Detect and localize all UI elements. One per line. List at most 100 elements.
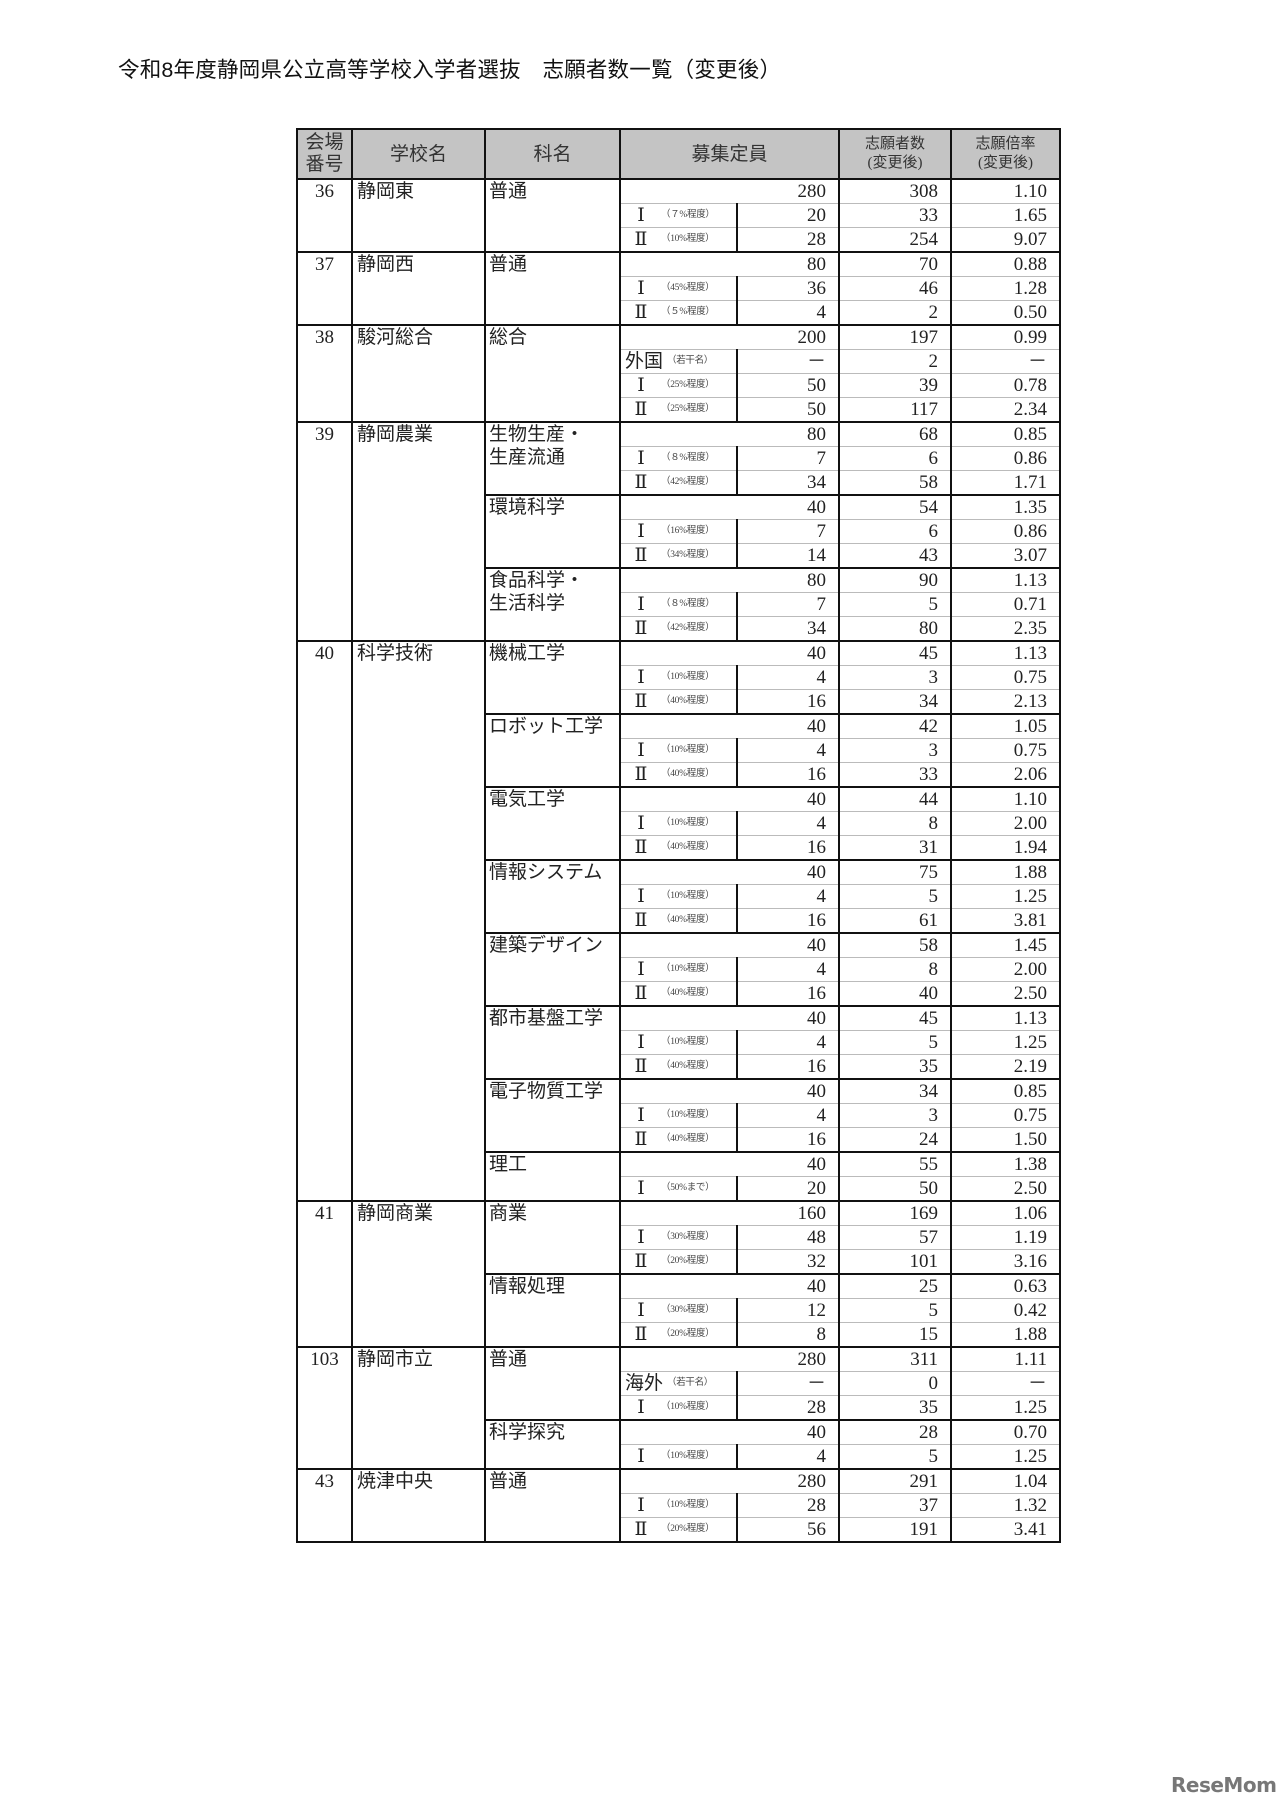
ratio-value: 3.07: [950, 543, 1061, 568]
selection-note: （45%程度）: [661, 283, 715, 293]
table-row: 理工 40 55 1.38: [297, 1151, 1061, 1201]
selection-label: Ⅱ: [634, 1129, 648, 1150]
table-row: 40 科学技術 機械工学 40 45 1.13: [296, 640, 1061, 1201]
selection-label: Ⅰ: [637, 740, 645, 761]
selection-type: Ⅱ （40%程度）: [619, 981, 738, 1006]
applicants-value: 8: [838, 811, 952, 836]
applicants-value: 35: [838, 1395, 952, 1420]
selection-type: 外国 （若干名）: [619, 349, 738, 374]
selection-label: Ⅰ: [637, 278, 645, 299]
table-row-sub: Ⅰ （10%程度） 4 5 1.25: [297, 1444, 1061, 1469]
selection-label: Ⅰ: [637, 1495, 645, 1516]
ratio-value: 2.50: [950, 1176, 1061, 1201]
selection-label: Ⅱ: [634, 691, 648, 712]
department-name: 普通: [484, 1346, 621, 1420]
table-row-sub: Ⅱ （10%程度） 28 254 9.07: [297, 227, 1061, 252]
ratio-value: 2.13: [950, 689, 1061, 714]
venue-number: 40: [296, 640, 353, 1201]
ratio-value: 1.94: [950, 835, 1061, 860]
selection-note: （若干名）: [667, 1378, 714, 1388]
ratio-value: 1.50: [950, 1127, 1061, 1152]
applicants-value: 57: [838, 1225, 952, 1250]
selection-label: Ⅰ: [637, 1397, 645, 1418]
quota-total: 40: [619, 932, 840, 958]
department-name-line: 普通: [489, 254, 528, 275]
quota-total: 160: [619, 1200, 840, 1226]
applicants-value: 0: [838, 1371, 952, 1396]
applicants-value: 6: [838, 519, 952, 544]
table-row-sub: Ⅱ （40%程度） 16 24 1.50: [297, 1127, 1061, 1152]
department-name: ロボット工学: [484, 713, 621, 787]
selection-label: Ⅰ: [637, 521, 645, 542]
selection-note: （30%程度）: [661, 1305, 715, 1315]
school-name: 静岡東: [351, 178, 486, 252]
selection-label: Ⅰ: [637, 1105, 645, 1126]
selection-type: Ⅱ （５%程度）: [619, 300, 738, 325]
selection-type: Ⅱ （40%程度）: [619, 1054, 738, 1079]
selection-note: （８%程度）: [661, 599, 715, 609]
department-name: 普通: [484, 251, 621, 325]
selection-note: （50%まで）: [661, 1183, 715, 1193]
selection-type: Ⅱ （40%程度）: [619, 1127, 738, 1152]
ratio-value: 3.16: [950, 1249, 1061, 1274]
table-row-sub: Ⅰ （45%程度） 36 46 1.28: [297, 276, 1061, 301]
applicants-value: 33: [838, 203, 952, 228]
applicants-total: 68: [838, 421, 952, 447]
table-row-sub: Ⅰ （８%程度） 7 6 0.86: [297, 446, 1061, 471]
ratio-total: 0.88: [950, 251, 1061, 277]
selection-note: （40%程度）: [661, 915, 715, 925]
selection-note: （40%程度）: [661, 696, 715, 706]
quota-value: 50: [736, 373, 840, 398]
ratio-value: －: [950, 1371, 1061, 1396]
selection-note: （20%程度）: [661, 1524, 715, 1534]
quota-value: 7: [736, 446, 840, 471]
department-name-line: 電気工学: [489, 789, 566, 810]
table-row-sub: Ⅱ （20%程度） 56 191 3.41: [297, 1517, 1061, 1542]
quota-value: 28: [736, 1493, 840, 1518]
selection-label: Ⅰ: [637, 594, 645, 615]
quota-value: 4: [736, 1030, 840, 1055]
applicants-total: 58: [838, 932, 952, 958]
quota-value: 4: [736, 665, 840, 690]
selection-note: （７%程度）: [661, 210, 715, 220]
table-row-sub: Ⅰ （８%程度） 7 5 0.71: [297, 592, 1061, 617]
department-name: 商業: [484, 1200, 621, 1274]
header-dept: 科名: [484, 129, 621, 180]
header-quota: 募集定員: [619, 129, 840, 180]
applicants-value: 58: [838, 470, 952, 495]
table-row: 103 静岡市立 普通 280 311 1.11: [296, 1346, 1061, 1469]
ratio-value: 3.81: [950, 908, 1061, 933]
quota-total: 40: [619, 1151, 840, 1177]
selection-type: Ⅱ （40%程度）: [619, 762, 738, 787]
quota-value: 20: [736, 203, 840, 228]
department-name-line: 食品科学・: [489, 570, 585, 591]
quota-value: 16: [736, 835, 840, 860]
quota-value: 7: [736, 519, 840, 544]
ratio-value: 1.71: [950, 470, 1061, 495]
applicants-value: 31: [838, 835, 952, 860]
selection-note: （42%程度）: [661, 623, 715, 633]
table-row-sub: Ⅱ （42%程度） 34 58 1.71: [297, 470, 1061, 495]
selection-label: Ⅱ: [634, 229, 648, 250]
ratio-value: 0.50: [950, 300, 1061, 325]
ratio-total: 1.04: [950, 1468, 1061, 1494]
department-name: 普通: [484, 178, 621, 252]
ratio-total: 1.35: [950, 494, 1061, 520]
quota-value: 14: [736, 543, 840, 568]
ratio-total: 1.38: [950, 1151, 1061, 1177]
applicants-total: 70: [838, 251, 952, 277]
selection-type: Ⅰ （16%程度）: [619, 519, 738, 544]
page-title: 令和8年度静岡県公立高等学校入学者選抜 志願者数一覧（変更後）: [118, 58, 782, 82]
selection-label: Ⅱ: [634, 472, 648, 493]
department-name: 生物生産・ 生産流通: [484, 421, 621, 495]
department-name: 科学探究: [484, 1419, 621, 1469]
ratio-value: 0.86: [950, 519, 1061, 544]
venue-number: 38: [296, 324, 353, 422]
department-name: 建築デザイン: [484, 932, 621, 1006]
ratio-value: 1.19: [950, 1225, 1061, 1250]
applicants-value: 3: [838, 665, 952, 690]
ratio-value: 2.19: [950, 1054, 1061, 1079]
selection-label: Ⅱ: [634, 1056, 648, 1077]
applicants-total: 90: [838, 567, 952, 593]
quota-value: 8: [736, 1322, 840, 1347]
